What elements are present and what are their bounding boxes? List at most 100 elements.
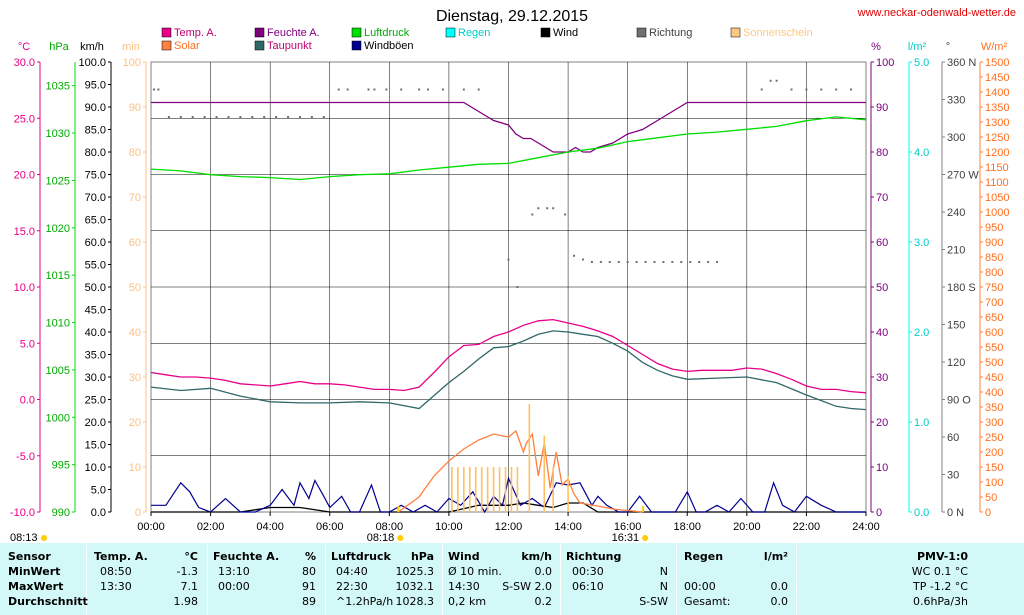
stats-regen-value: 0.0 [770, 580, 789, 593]
series-richtung-point-44 [662, 261, 665, 263]
series-richtung-point-32 [552, 207, 555, 210]
wind-axis-label-7: 65.0 [85, 215, 106, 227]
wind-axis-label-20: 0.0 [91, 507, 106, 519]
series-windb-en-line [151, 476, 866, 514]
legend-label-8: Taupunkt [267, 40, 312, 52]
temp-axis-label-0: 30.0 [14, 57, 35, 69]
stats-temp-value: 1.98 [173, 595, 199, 608]
temp-axis-label-1: 25.0 [14, 113, 35, 125]
pressure-axis-label-6: 1005 [46, 365, 70, 377]
stats-pmv-value: TP -1.2 °C [913, 580, 968, 593]
time-label-2: 04:00 [256, 521, 284, 533]
time-label-0: 00:00 [137, 521, 165, 533]
series-richtung-point-5 [203, 116, 206, 118]
series-richtung-point-22 [418, 88, 421, 91]
pressure-axis-label-7: 1000 [46, 412, 70, 424]
stats-feuchte-value: 91 [302, 580, 316, 593]
series-richtung-point-35 [581, 258, 584, 261]
stats-row-label: MaxWert [8, 580, 64, 593]
solar-axis-label-1: 1450 [985, 72, 1009, 84]
stats-header-regen: Regen [684, 550, 724, 563]
sun-axis-label-10: 0 [135, 507, 141, 519]
sunrise-label: 08:18 [367, 532, 395, 544]
series-richtung-point-48 [698, 261, 701, 263]
stats-pmv-value: WC 0.1 °C [911, 565, 968, 578]
series-richtung-point-0 [152, 88, 155, 91]
series-richtung-point-2 [167, 116, 170, 118]
series-richtung-point-47 [689, 261, 692, 263]
series-richtung-point-1 [157, 88, 160, 91]
series-richtung-point-55 [790, 88, 793, 91]
wind-axis-label-11: 45.0 [85, 305, 106, 317]
stats-richtung-value: N [659, 580, 668, 593]
stats-feuchte-time: 00:00 [218, 580, 250, 593]
series-richtung-point-46 [680, 261, 683, 263]
solar-axis-label-3: 1350 [985, 102, 1009, 114]
temp-axis-label-6: 0.0 [20, 395, 35, 407]
series-richtung-point-10 [263, 116, 266, 118]
sunset-label: 16:31 [612, 532, 640, 544]
legend-swatch-0 [161, 27, 172, 38]
stats-druck-time: 04:40 [336, 565, 368, 578]
wind-axis-label-2: 90.0 [85, 102, 106, 114]
stats-header-temp-unit: °C [184, 550, 198, 563]
series-richtung-point-52 [760, 88, 763, 91]
wind-axis-label-15: 25.0 [85, 395, 106, 407]
sun-axis-label-1: 90 [129, 102, 141, 114]
time-label-4: 08:00 [376, 521, 404, 533]
solar-axis-label-16: 700 [985, 297, 1003, 309]
solar-axis-label-20: 500 [985, 357, 1003, 369]
solar-axis-label-17: 650 [985, 312, 1003, 324]
humidity-axis-label-1: 90 [876, 102, 888, 114]
wind-axis-label-8: 60.0 [85, 237, 106, 249]
grid [150, 61, 867, 513]
direction-axis-label-2: 300 [947, 132, 965, 144]
temp-axis-label-5: 5.0 [20, 338, 35, 350]
legend-swatch-4 [540, 27, 551, 38]
wind-axis-label-5: 75.0 [85, 170, 106, 182]
wind-axis-label-10: 50.0 [85, 282, 106, 294]
stats-header-wind-unit: km/h [521, 550, 552, 563]
pressure-axis-label-5: 1010 [46, 318, 70, 330]
direction-axis-label-5: 210 [947, 245, 965, 257]
solar-axis-label-2: 1400 [985, 87, 1009, 99]
rain-axis-label-5: 0.0 [914, 507, 929, 519]
solar-axis-label-5: 1250 [985, 132, 1009, 144]
stats-header-feuchte: Feuchte A. [213, 550, 280, 563]
direction-axis-label-3: 270 W [947, 170, 979, 182]
website-link[interactable]: www.neckar-odenwald-wetter.de [857, 7, 1016, 19]
series-richtung-point-53 [769, 79, 772, 82]
series-richtung-point-27 [507, 258, 510, 261]
stats-druck-value: 1028.3 [395, 595, 435, 608]
stats-richtung-value: N [659, 565, 668, 578]
series-richtung-point-13 [298, 116, 301, 118]
stats-feuchte-value: 80 [302, 565, 316, 578]
unit-label-temp: °C [18, 41, 30, 53]
pressure-axis-label-9: 990 [52, 507, 70, 519]
time-label-8: 16:00 [614, 521, 642, 533]
wind-axis-label-14: 30.0 [85, 372, 106, 384]
wind-axis-label-0: 100.0 [78, 57, 106, 69]
sun-axis-label-2: 80 [129, 147, 141, 159]
series-richtung-point-40 [626, 261, 629, 263]
legend-swatch-5 [636, 27, 647, 38]
humidity-axis-label-7: 30 [876, 372, 888, 384]
wind-axis-label-19: 5.0 [91, 485, 106, 497]
sunset-icon [642, 535, 649, 541]
axis-unit-labels: °C hPa km/h min% l/m² ° W/m² [18, 41, 1008, 53]
series-richtung-point-41 [635, 261, 638, 263]
temp-axis-label-7: -5.0 [16, 451, 35, 463]
stats-regen-value: 0.0 [770, 595, 789, 608]
rain-axis-label-4: 1.0 [914, 417, 929, 429]
series-richtung-point-59 [850, 88, 853, 91]
humidity-axis-label-9: 10 [876, 462, 888, 474]
rain-axis-label-2: 3.0 [914, 237, 929, 249]
legend-swatch-2 [351, 27, 362, 38]
pressure-axis-label-3: 1020 [46, 223, 70, 235]
legend-label-6: Sonnenschein [743, 27, 813, 39]
humidity-axis-label-8: 20 [876, 417, 888, 429]
time-label-10: 20:00 [733, 521, 761, 533]
solar-axis-label-24: 300 [985, 417, 1003, 429]
time-label-5: 10:00 [435, 521, 463, 533]
wind-axis-label-12: 40.0 [85, 327, 106, 339]
